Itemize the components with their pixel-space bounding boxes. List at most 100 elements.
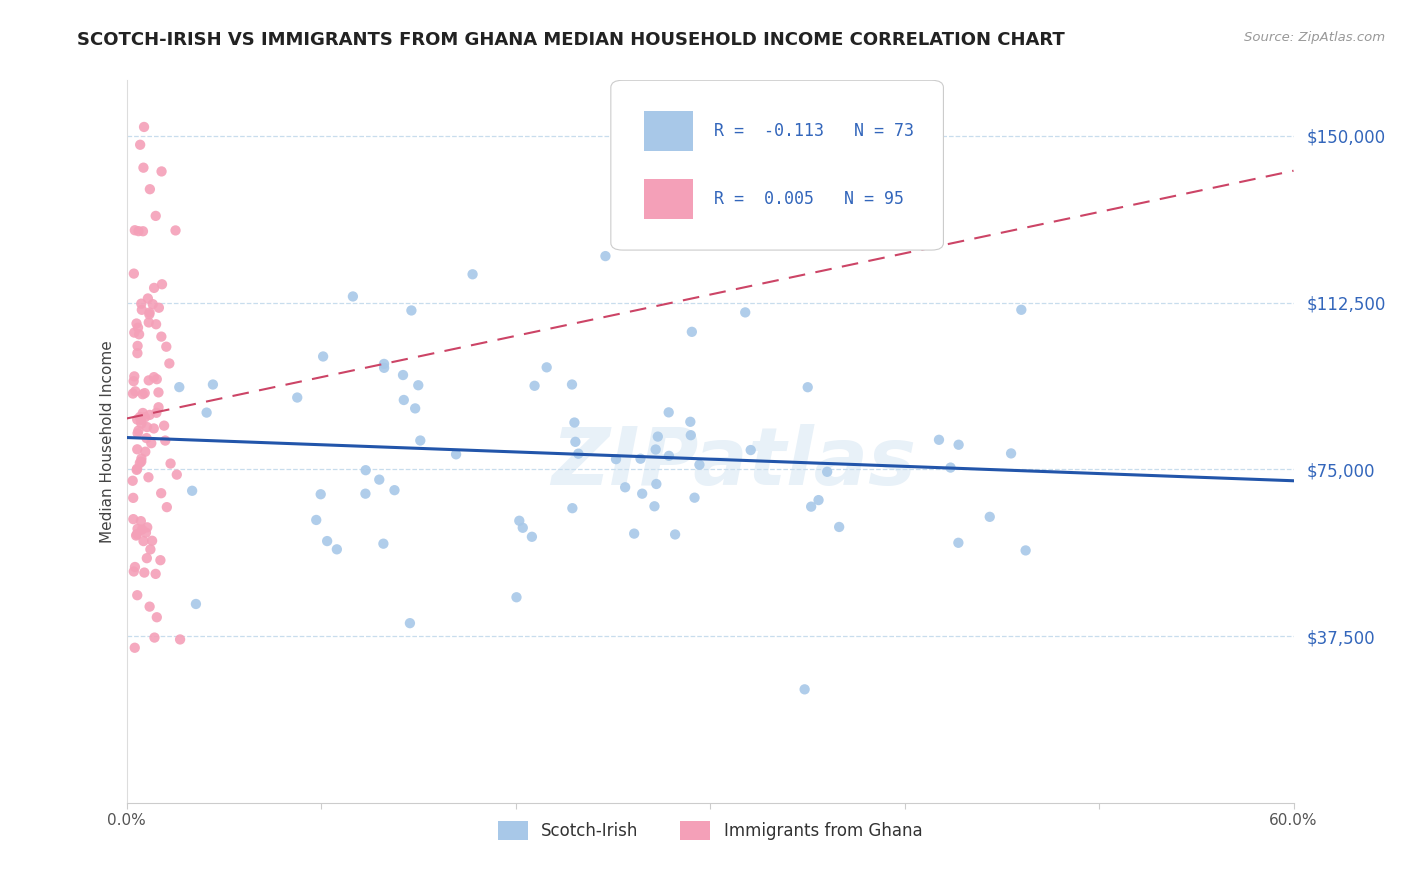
Point [285,391,308,405]
Point [135,431,157,445]
Point [948,536,970,550]
Point [146,372,169,386]
Point [131,302,153,317]
Point [138,408,160,422]
Point [444,447,467,461]
Point [169,380,191,394]
Point [505,591,527,605]
Point [153,418,176,433]
Point [373,360,395,375]
Point [135,551,157,566]
Point [124,369,146,384]
Point [939,460,962,475]
Point [1010,302,1032,317]
Point [128,456,150,470]
Point [928,433,950,447]
Text: R =  0.005   N = 95: R = 0.005 N = 95 [713,190,904,209]
Point [384,483,406,498]
Point [148,401,170,415]
Point [124,384,146,399]
Point [138,470,160,484]
Point [195,406,218,420]
Point [141,436,163,450]
Point [134,566,156,580]
Point [122,386,145,401]
Point [127,442,149,457]
Point [143,631,166,645]
Point [121,474,143,488]
Point [141,533,163,548]
Point [150,277,173,292]
Point [142,370,165,384]
Point [623,526,645,541]
Point [461,267,484,281]
Point [127,412,149,426]
Point [150,329,173,343]
Point [614,480,637,494]
Point [979,509,1001,524]
Point [828,520,851,534]
Point [124,223,146,237]
Point [605,452,627,467]
FancyBboxPatch shape [644,112,693,151]
Point [127,339,149,353]
Point [354,463,377,477]
Point [305,513,328,527]
Point [145,318,167,332]
Point [508,514,530,528]
Point [1014,543,1036,558]
FancyBboxPatch shape [644,179,693,219]
Point [142,297,165,311]
Point [136,292,159,306]
Point [122,267,145,281]
Point [564,434,586,449]
Text: ZIPatlas: ZIPatlas [551,425,915,502]
Point [567,447,589,461]
Point [122,374,145,388]
Point [134,444,156,458]
Point [138,307,160,321]
Point [131,451,153,466]
Point [125,528,148,542]
Point [658,405,681,419]
Point [595,249,617,263]
Point [124,326,146,340]
Point [159,457,181,471]
Point [201,377,224,392]
Point [948,438,970,452]
Point [125,527,148,541]
Point [145,566,167,581]
Point [129,454,152,468]
Point [807,493,830,508]
Point [143,281,166,295]
Point [128,327,150,342]
Point [134,410,156,425]
Point [155,434,177,448]
Y-axis label: Median Household Income: Median Household Income [100,340,115,543]
Point [392,392,415,407]
Point [131,523,153,537]
Point [125,463,148,477]
Point [664,527,686,541]
Point [127,588,149,602]
Point [125,317,148,331]
Point [148,385,170,400]
Point [681,325,703,339]
Point [645,477,668,491]
Point [643,500,665,514]
Point [368,473,391,487]
Point [734,305,756,319]
Point [312,350,335,364]
Point [520,530,543,544]
Point [145,406,167,420]
Point [132,406,155,420]
Text: R =  -0.113   N = 73: R = -0.113 N = 73 [713,122,914,140]
Point [156,500,179,515]
Point [150,164,173,178]
Point [138,373,160,387]
Point [155,340,177,354]
Point [138,305,160,319]
Point [149,553,172,567]
Point [326,542,349,557]
Point [679,428,702,442]
